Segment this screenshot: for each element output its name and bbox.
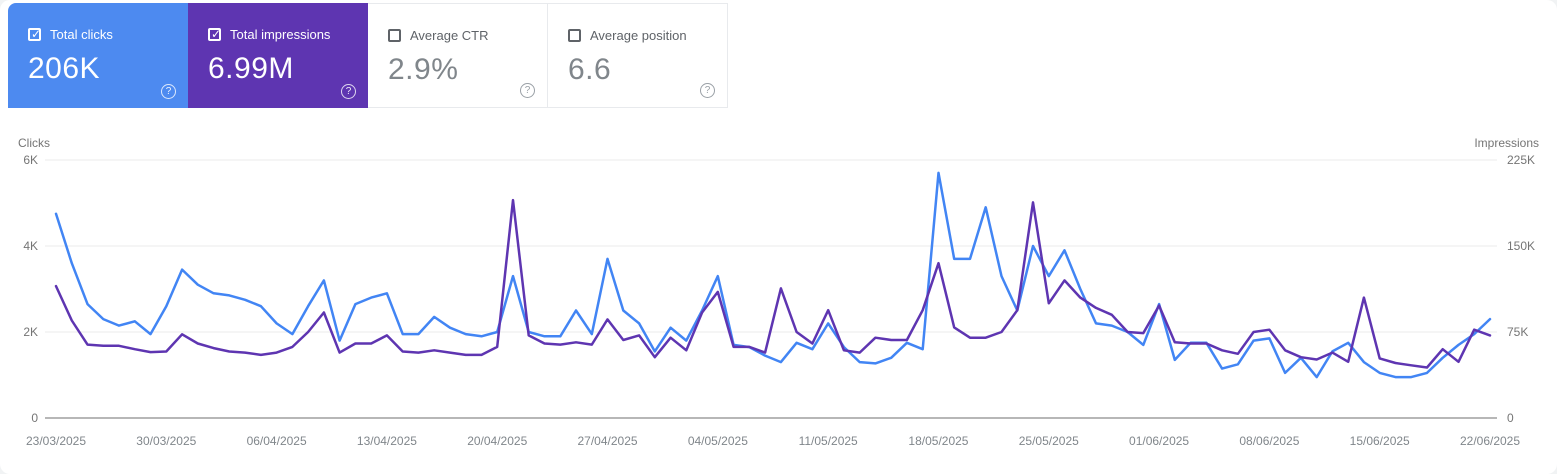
card-label: Average CTR: [410, 28, 489, 43]
right-axis-tick-label: 75K: [1507, 325, 1528, 339]
card-checkbox-row: ✓ Total impressions: [208, 27, 350, 42]
help-icon[interactable]: ?: [520, 83, 535, 98]
total-impressions-checkbox[interactable]: ✓: [208, 27, 222, 41]
total-clicks-value: 206K: [28, 52, 101, 85]
metric-card-total-clicks[interactable]: ✓ Total clicks 206K ?: [8, 3, 188, 108]
help-icon[interactable]: ?: [700, 83, 715, 98]
card-checkbox-row: ✓ Total clicks: [28, 27, 170, 42]
x-axis-date-label: 08/06/2025: [1239, 434, 1299, 448]
help-icon[interactable]: ?: [161, 84, 176, 99]
right-axis-tick-label: 0: [1507, 411, 1514, 425]
x-axis-date-label: 30/03/2025: [136, 434, 196, 448]
checkmark-icon: ✓: [31, 27, 42, 41]
left-axis-tick-label: 6K: [23, 153, 38, 167]
card-checkbox-row: ✓ Average position: [568, 28, 709, 43]
x-axis-date-label: 13/04/2025: [357, 434, 417, 448]
metric-card-average-ctr[interactable]: ✓ Average CTR 2.9% ?: [368, 3, 548, 108]
average-position-value: 6.6: [568, 53, 612, 86]
x-axis-date-label: 15/06/2025: [1350, 434, 1410, 448]
right-axis-tick-label: 225K: [1507, 153, 1535, 167]
left-axis-tick-label: 4K: [23, 239, 38, 253]
x-axis-date-label: 04/05/2025: [688, 434, 748, 448]
left-axis-tick-label: 2K: [23, 325, 38, 339]
impressions-line[interactable]: [54, 198, 1492, 369]
x-axis-date-label: 22/06/2025: [1460, 434, 1520, 448]
x-axis-date-label: 23/03/2025: [26, 434, 86, 448]
card-checkbox-row: ✓ Average CTR: [388, 28, 529, 43]
right-axis-title: Impressions: [1474, 136, 1539, 150]
clicks-line[interactable]: [54, 171, 1492, 379]
left-axis-tick-label: 0: [31, 411, 38, 425]
help-icon[interactable]: ?: [341, 84, 356, 99]
x-axis-date-label: 11/05/2025: [799, 434, 858, 448]
metric-card-average-position[interactable]: ✓ Average position 6.6 ?: [548, 3, 728, 108]
metric-card-total-impressions[interactable]: ✓ Total impressions 6.99M ?: [188, 3, 368, 108]
card-label: Total clicks: [50, 27, 113, 42]
x-axis-date-label: 01/06/2025: [1129, 434, 1189, 448]
total-impressions-value: 6.99M: [208, 52, 294, 85]
left-axis-title: Clicks: [18, 136, 50, 150]
card-label: Total impressions: [230, 27, 331, 42]
card-label: Average position: [590, 28, 687, 43]
average-ctr-value: 2.9%: [388, 53, 459, 86]
x-axis-date-label: 20/04/2025: [467, 434, 527, 448]
x-axis-date-label: 27/04/2025: [578, 434, 638, 448]
right-axis-tick-label: 150K: [1507, 239, 1535, 253]
average-ctr-checkbox[interactable]: ✓: [388, 29, 401, 42]
x-axis-date-label: 18/05/2025: [908, 434, 968, 448]
total-clicks-checkbox[interactable]: ✓: [28, 27, 42, 41]
checkmark-icon: ✓: [211, 27, 222, 41]
average-position-checkbox[interactable]: ✓: [568, 29, 581, 42]
x-axis-date-label: 25/05/2025: [1019, 434, 1079, 448]
metric-cards-row: ✓ Total clicks 206K ? ✓ Total impression…: [8, 3, 728, 108]
x-axis-date-label: 06/04/2025: [247, 434, 307, 448]
